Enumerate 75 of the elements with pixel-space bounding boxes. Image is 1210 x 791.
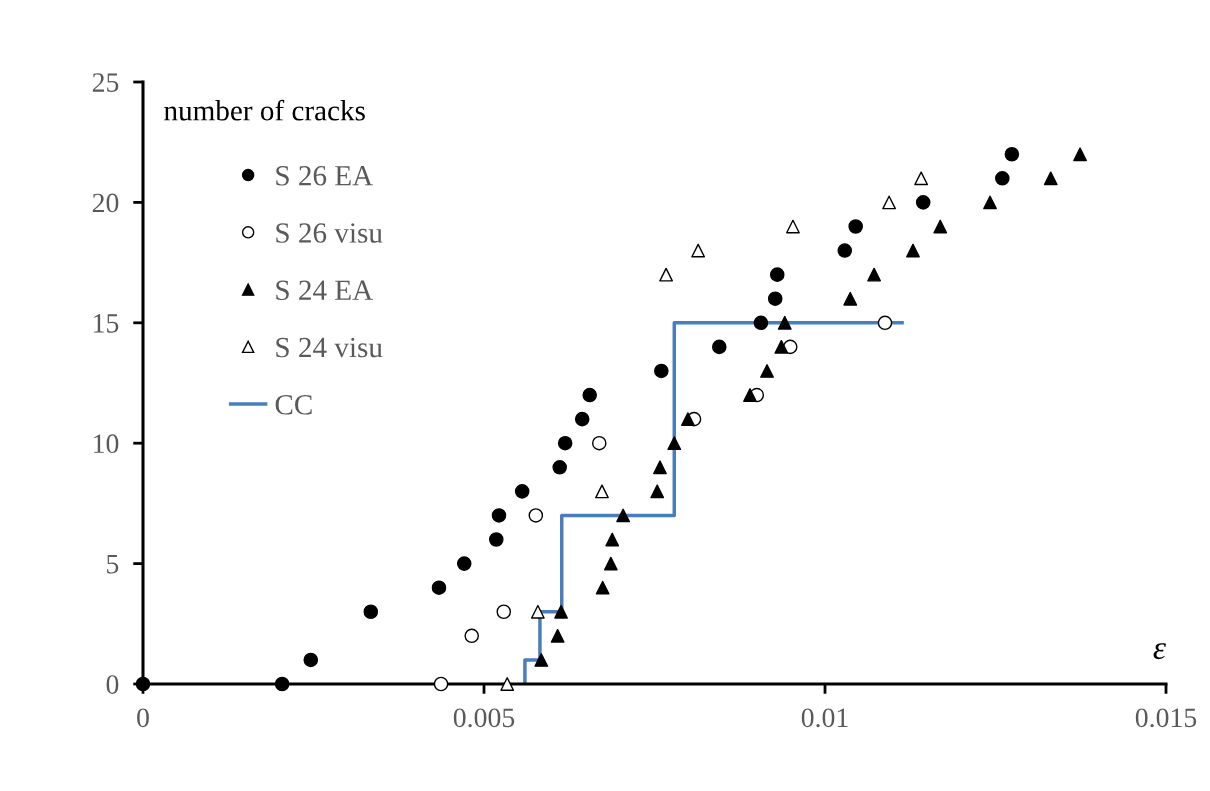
legend-label: S 24 visu — [276, 337, 383, 358]
x-tick-label: 0.005 — [453, 708, 515, 728]
y-axis-title: number of cracks — [164, 99, 365, 121]
point — [552, 459, 567, 475]
point — [653, 460, 667, 475]
point — [691, 243, 706, 258]
x-axis-title: ε — [1153, 643, 1166, 660]
point — [582, 387, 597, 403]
point — [488, 532, 504, 547]
y-tick-label: 0 — [106, 675, 119, 694]
point — [743, 388, 757, 402]
point — [777, 315, 792, 330]
point — [877, 315, 893, 331]
point — [906, 243, 920, 258]
point — [274, 676, 290, 692]
point — [574, 411, 590, 427]
point — [514, 484, 530, 499]
y-tick-label: 25 — [92, 73, 119, 92]
x-tick-label: 0.01 — [801, 708, 848, 728]
point — [456, 556, 472, 571]
y-tick-label: 15 — [94, 314, 119, 333]
point — [983, 195, 997, 210]
legend-label: S 26 visu — [276, 223, 383, 243]
point — [769, 267, 785, 282]
legend-label: CC — [275, 395, 312, 415]
point — [1043, 171, 1058, 186]
point — [530, 604, 545, 619]
point — [767, 291, 783, 307]
point — [303, 652, 319, 668]
point — [528, 508, 544, 523]
x-tick-label: 0 — [137, 708, 149, 728]
y-tick-label: 10 — [94, 434, 119, 454]
point — [550, 628, 565, 643]
point — [554, 604, 568, 619]
legend-label: S 24 EA — [276, 280, 374, 301]
point — [1073, 147, 1087, 162]
point — [605, 532, 620, 547]
point — [915, 195, 931, 210]
point — [591, 435, 607, 451]
point — [500, 677, 515, 691]
point — [496, 604, 512, 620]
point — [431, 580, 447, 595]
point — [848, 219, 863, 234]
point — [712, 339, 727, 355]
point — [659, 267, 674, 282]
point — [464, 628, 480, 644]
point — [616, 508, 631, 523]
point — [786, 219, 800, 234]
point — [681, 412, 695, 427]
point — [534, 653, 549, 667]
point — [433, 676, 449, 692]
point — [774, 339, 789, 354]
point — [595, 580, 610, 595]
point — [933, 219, 948, 234]
point — [837, 243, 853, 258]
point — [595, 484, 609, 499]
point — [650, 484, 665, 499]
point — [667, 436, 682, 451]
point — [995, 171, 1010, 186]
point — [491, 508, 507, 523]
point — [867, 267, 882, 282]
point — [1004, 146, 1020, 162]
point — [654, 363, 669, 379]
point — [882, 195, 897, 210]
point — [914, 171, 929, 186]
point — [753, 315, 769, 331]
point — [363, 604, 379, 620]
point — [557, 435, 573, 451]
point — [603, 556, 618, 571]
y-tick-label: 5 — [107, 555, 119, 574]
x-tick-label: 0.015 — [1135, 708, 1197, 728]
point — [760, 364, 774, 378]
point — [843, 291, 858, 306]
y-tick-label: 20 — [92, 193, 119, 213]
legend-label: S 26 EA — [276, 165, 374, 186]
